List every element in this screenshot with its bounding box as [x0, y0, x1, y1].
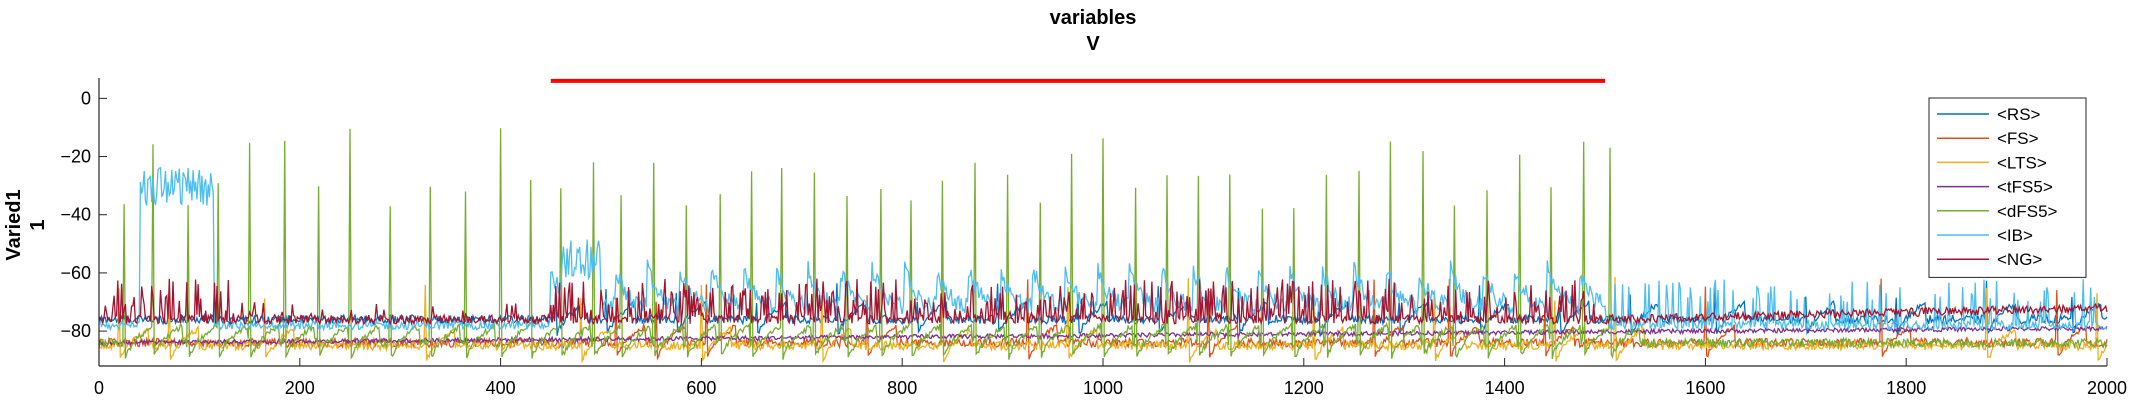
series-line-dfs5	[98, 128, 2108, 360]
legend-label-ib: <IB>	[1997, 226, 2033, 245]
x-tick-label-1200: 1200	[1284, 378, 1324, 398]
y-tick-label--60: −60	[60, 263, 91, 283]
y-tick-label-0: 0	[81, 88, 91, 108]
legend-label-lts: <LTS>	[1997, 153, 2047, 172]
x-tick-label-1000: 1000	[1083, 378, 1123, 398]
legend-label-dfs5: <dFS5>	[1997, 202, 2058, 221]
y-tick-label--40: −40	[60, 205, 91, 225]
series-line-ib	[98, 166, 2108, 333]
x-tick-label-0: 0	[94, 378, 104, 398]
x-tick-label-800: 800	[887, 378, 917, 398]
x-tick-label-600: 600	[686, 378, 716, 398]
legend-label-ng: <NG>	[1997, 250, 2042, 269]
legend-box	[1928, 97, 2087, 278]
series-line-lts	[98, 275, 2108, 364]
legend-label-fs: <FS>	[1997, 129, 2039, 148]
x-tick-label-1800: 1800	[1886, 378, 1926, 398]
series-line-tfs5	[98, 324, 2108, 347]
y-tick-label--80: −80	[60, 321, 91, 341]
x-tick-label-1600: 1600	[1685, 378, 1725, 398]
legend-label-rs: <RS>	[1997, 105, 2041, 124]
y-axis-label: Varied1	[3, 189, 25, 260]
series-line-ng	[98, 278, 2108, 327]
y-axis-label-2: 1	[27, 219, 49, 230]
x-tick-label-2000: 2000	[2087, 378, 2127, 398]
y-tick-label--20: −20	[60, 147, 91, 167]
legend-label-tfs5: <tFS5>	[1997, 178, 2053, 197]
chart-title: variables	[1050, 7, 1137, 29]
x-tick-label-400: 400	[486, 378, 516, 398]
chart-subtitle: V	[1086, 33, 1100, 55]
x-tick-label-1400: 1400	[1485, 378, 1525, 398]
plot-area: 0 200 400 600 800 1000 1200 1400 1600 1800 2000 0 −2…	[60, 78, 2127, 398]
x-tick-label-200: 200	[285, 378, 315, 398]
